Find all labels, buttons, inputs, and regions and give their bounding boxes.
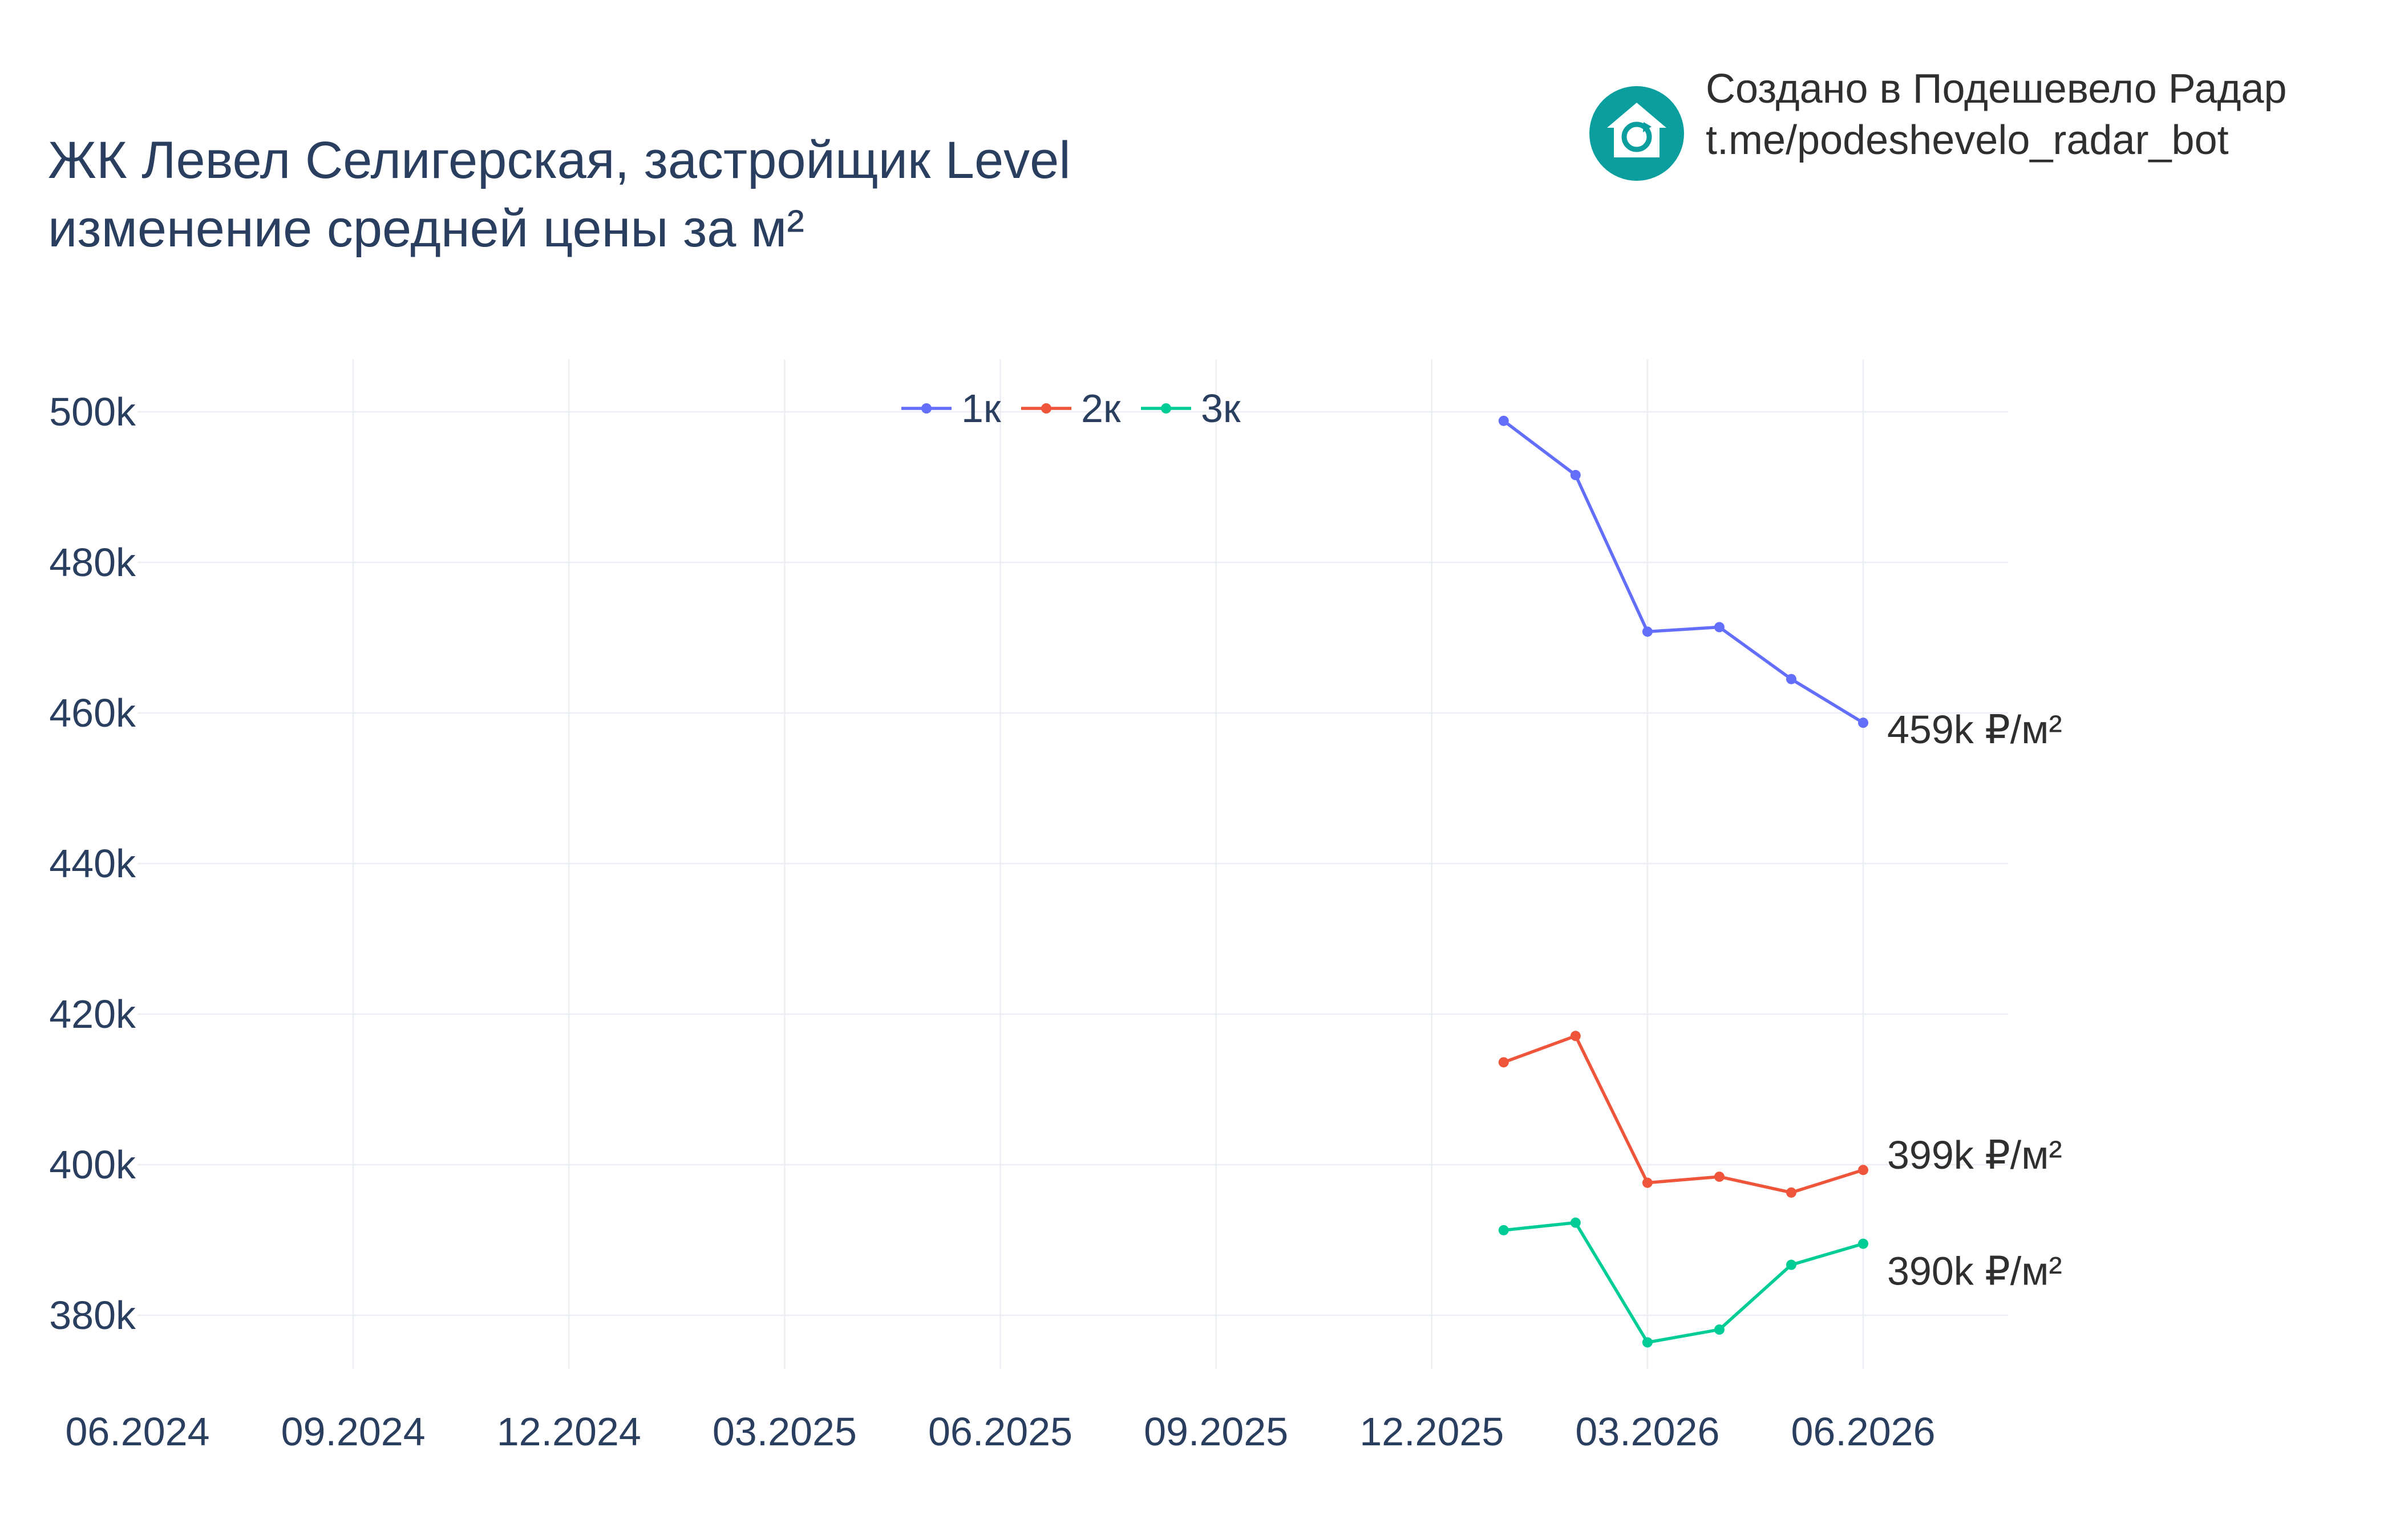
legend-label: 2к (1081, 386, 1121, 431)
data-point (1714, 622, 1725, 633)
series-2 (1498, 1031, 1868, 1198)
data-point (1858, 718, 1868, 728)
data-point (1714, 1324, 1725, 1335)
data-point (1498, 1057, 1509, 1068)
chart-title-line-1: ЖК Левел Селигерская, застройщик Level (48, 131, 1071, 189)
data-point (1642, 626, 1653, 637)
data-point (1570, 1031, 1581, 1041)
data-point (1570, 469, 1581, 480)
data-point (1858, 1238, 1868, 1249)
chart-title: ЖК Левел Селигерская, застройщик Level и… (48, 131, 1071, 258)
x-tick-label: 03.2025 (713, 1409, 857, 1454)
series-end-label: 390k ₽/м² (1887, 1249, 2062, 1294)
end-labels: 459k ₽/м² 399k ₽/м² 390k ₽/м² (1887, 707, 2062, 1293)
data-point (1570, 1217, 1581, 1228)
y-tick-label: 420k (49, 992, 136, 1036)
data-point (1642, 1337, 1653, 1348)
series-layer (1498, 415, 1868, 1348)
series-end-label: 399k ₽/м² (1887, 1133, 2062, 1177)
data-point (1642, 1177, 1653, 1188)
chart-title-line-2: изменение средней цены за м² (48, 200, 804, 258)
series-line (1503, 1221, 1864, 1344)
x-tick-label: 09.2025 (1144, 1409, 1288, 1454)
series-line (1503, 419, 1864, 724)
x-tick-label: 12.2025 (1359, 1409, 1504, 1454)
x-tick-label: 09.2024 (281, 1409, 426, 1454)
grid (137, 359, 2008, 1369)
x-tick-label: 03.2026 (1575, 1409, 1719, 1454)
series-line (1503, 1034, 1864, 1194)
x-axis: 06.2024 09.2024 12.2024 03.2025 06.2025 09.20… (65, 1409, 1935, 1454)
branding-name: Создано в Подешевело Радар (1706, 66, 2287, 112)
data-point (1858, 1165, 1868, 1176)
x-tick-label: 06.2024 (65, 1409, 209, 1454)
y-tick-label: 440k (49, 841, 136, 886)
data-point (1786, 1187, 1796, 1198)
branding[interactable]: Создано в Подешевело Радар t.me/podeshev… (1589, 66, 2287, 181)
y-tick-label: 380k (49, 1293, 136, 1338)
data-point (1786, 1259, 1796, 1270)
y-tick-label: 400k (49, 1142, 136, 1187)
branding-link[interactable]: t.me/podeshevelo_radar_bot (1706, 117, 2229, 163)
legend[interactable]: 1к 2к 3к (901, 386, 1241, 431)
y-tick-label: 480k (49, 540, 136, 585)
series-3 (1498, 1217, 1868, 1348)
legend-swatch-marker (1161, 403, 1171, 414)
legend-swatch-marker (921, 403, 932, 414)
x-tick-label: 12.2024 (497, 1409, 641, 1454)
legend-item[interactable]: 3к (1141, 386, 1241, 431)
y-tick-label: 460k (49, 691, 136, 735)
data-point (1498, 1225, 1509, 1235)
legend-swatch-marker (1041, 403, 1051, 414)
data-point (1714, 1172, 1725, 1182)
y-axis: 380k 400k 420k 440k 460k 480k 500k (49, 390, 136, 1338)
legend-label: 1к (961, 386, 1001, 431)
legend-item[interactable]: 1к (901, 386, 1001, 431)
series-end-label: 459k ₽/м² (1887, 707, 2062, 752)
legend-label: 3к (1201, 386, 1241, 431)
y-tick-label: 500k (49, 390, 136, 434)
x-tick-label: 06.2026 (1791, 1409, 1935, 1454)
house-refresh-icon (1589, 86, 1684, 181)
data-point (1786, 674, 1796, 684)
series-1 (1498, 415, 1868, 728)
legend-item[interactable]: 2к (1021, 386, 1121, 431)
x-tick-label: 06.2025 (928, 1409, 1072, 1454)
data-point (1498, 415, 1509, 426)
